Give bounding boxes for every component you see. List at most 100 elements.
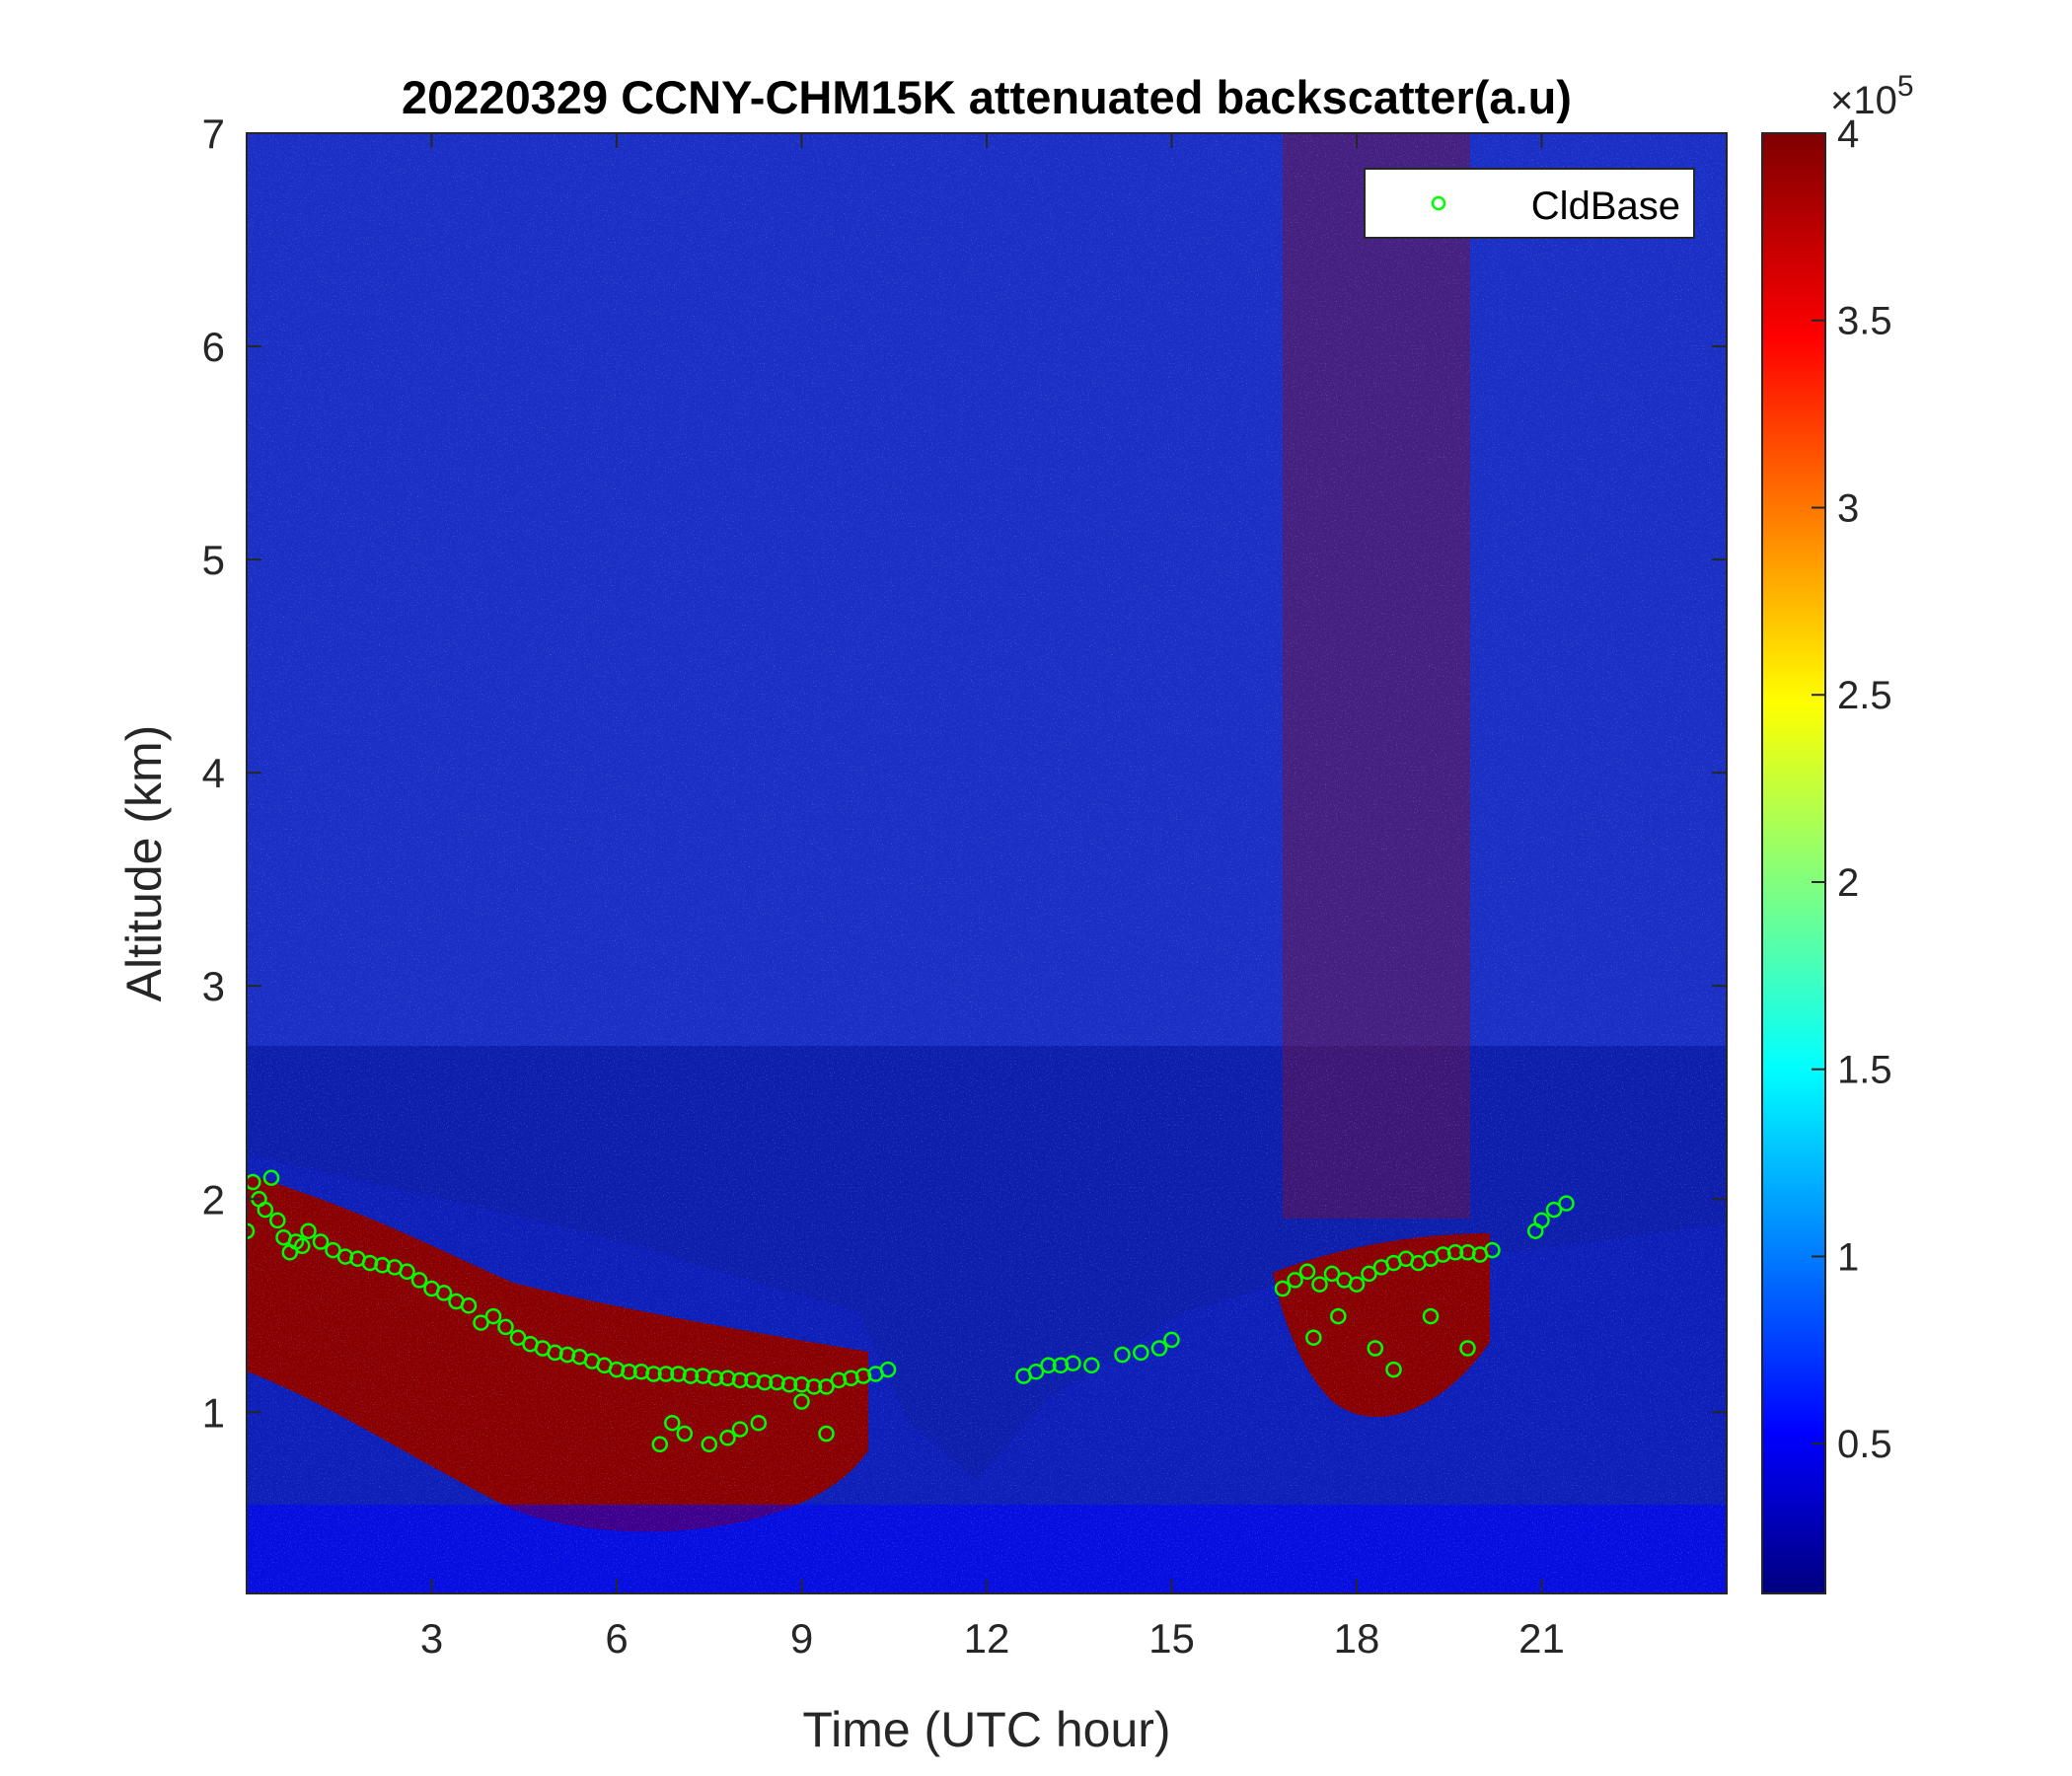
cldbase-point — [300, 1222, 317, 1239]
cldbase-point — [1422, 1307, 1440, 1325]
x-tick-label: 15 — [1148, 1615, 1195, 1662]
cldbase-point — [1484, 1241, 1501, 1259]
legend-entry-cldbase: CldBase — [1531, 185, 1680, 228]
cldbase-point — [1065, 1355, 1081, 1371]
cldbase-point — [294, 1237, 311, 1255]
x-tick-label: 6 — [605, 1615, 628, 1662]
cldbase-point — [484, 1307, 502, 1325]
cldbase-point — [1133, 1344, 1149, 1362]
colorbar-tick-label: 2.5 — [1837, 674, 1892, 717]
colorbar-exponent: ×105 — [1830, 70, 1914, 122]
colorbar-tick-label: 1.5 — [1837, 1049, 1892, 1092]
cldbase-point — [1287, 1272, 1303, 1289]
y-axis-label: Altitude (km) — [116, 725, 172, 1002]
cldbase-point — [262, 1169, 280, 1186]
colorbar-ticks: 0.5 1 1.5 2 2.5 3 3.5 4 — [1812, 112, 1892, 1466]
cldbase-point — [1385, 1361, 1402, 1378]
x-axis-label: Time (UTC hour) — [802, 1702, 1170, 1757]
y-tick-label: 4 — [202, 750, 225, 796]
x-tick-label: 18 — [1334, 1615, 1380, 1662]
cldbase-point — [1311, 1276, 1328, 1293]
cldbase-point — [645, 1366, 662, 1382]
cldbase-point — [473, 1314, 489, 1331]
cldbase-point — [257, 1201, 274, 1219]
cldbase-point — [269, 1212, 286, 1229]
cldbase-point — [247, 1222, 256, 1239]
y-tick-label: 6 — [202, 324, 225, 370]
y-tick-label: 2 — [202, 1176, 225, 1222]
x-tick-label: 9 — [790, 1615, 813, 1662]
cldbase-point — [1305, 1329, 1322, 1346]
cldbase-point — [410, 1272, 428, 1289]
cldbase-point — [1323, 1265, 1341, 1283]
legend[interactable]: CldBase — [1364, 168, 1695, 239]
cldbase-point — [756, 1373, 774, 1391]
cldbase-point — [1274, 1280, 1292, 1297]
cldbase-point — [1298, 1263, 1316, 1281]
cldbase-point — [399, 1263, 415, 1281]
cldbase-point — [706, 1369, 724, 1387]
y-tick-label: 7 — [202, 111, 225, 157]
y-tick-label: 1 — [202, 1389, 225, 1436]
cldbase-point — [750, 1414, 768, 1432]
cldbase-point — [1150, 1340, 1168, 1357]
x-tick-label: 21 — [1518, 1615, 1565, 1662]
cldbase-point — [247, 1173, 261, 1191]
colorbar-tick-label: 1 — [1837, 1235, 1859, 1279]
cldbase-point — [1533, 1212, 1550, 1229]
cldbase-point — [1545, 1201, 1563, 1219]
cldbase-point — [682, 1368, 700, 1384]
cldbase-point — [509, 1329, 527, 1346]
cldbase-point — [1558, 1195, 1575, 1212]
cldbase-point — [1330, 1307, 1347, 1325]
colorbar-tick-label: 2 — [1837, 861, 1859, 905]
cldbase-point — [780, 1376, 798, 1393]
colorbar-tick-label: 4 — [1837, 112, 1859, 156]
cldbase-point — [719, 1430, 736, 1446]
cldbase-point — [1040, 1357, 1057, 1374]
cldbase-point — [1163, 1331, 1180, 1349]
chart-title: 20220329 CCNY-CHM15K attenuated backscat… — [402, 71, 1572, 123]
y-tick-label: 3 — [202, 963, 225, 1009]
cldbase-point — [805, 1378, 823, 1395]
cldbase-point — [1348, 1276, 1366, 1293]
cldbase-point — [1459, 1340, 1476, 1357]
cldbase-point — [818, 1425, 835, 1443]
x-tick-label: 12 — [964, 1615, 1010, 1662]
cldbase-point — [879, 1361, 897, 1378]
cldbase-point — [1027, 1364, 1045, 1380]
heatmap-noise — [247, 133, 1727, 1593]
x-tick-label: 3 — [420, 1615, 443, 1662]
heatmap-area — [247, 133, 1727, 1593]
cldbase-point — [435, 1285, 453, 1301]
colorbar-gradient — [1761, 132, 1826, 1594]
cldbase-point — [497, 1318, 514, 1336]
cldbase-point — [676, 1425, 694, 1443]
cldbase-point — [1361, 1265, 1377, 1283]
cldbase-point — [1114, 1346, 1131, 1364]
legend-box — [1364, 168, 1695, 239]
cldbase-point — [621, 1364, 637, 1380]
cldbase-point — [1367, 1340, 1384, 1357]
colorbar-tick-label: 3 — [1837, 486, 1859, 530]
cldbase-point — [701, 1436, 718, 1453]
cldbase-point — [793, 1393, 810, 1410]
cldbase-point — [731, 1421, 749, 1438]
colorbar: 0.5 1 1.5 2 2.5 3 3.5 4 ×105 — [1761, 70, 1914, 1594]
cldbase-scatter — [247, 1169, 1575, 1453]
cldbase-point — [1083, 1357, 1100, 1374]
cldbase-point — [664, 1414, 681, 1432]
cldbase-point — [657, 1366, 675, 1382]
cldbase-point — [312, 1233, 330, 1250]
cldbase-point — [651, 1436, 669, 1453]
y-tick-label: 5 — [202, 537, 225, 583]
legend-marker-icon — [1431, 195, 1446, 211]
colorbar-tick-label: 0.5 — [1837, 1423, 1892, 1466]
cldbase-point — [1446, 1244, 1464, 1261]
cldbase-point — [325, 1241, 341, 1259]
cldbase-point — [818, 1378, 835, 1395]
cldbase-point — [731, 1371, 749, 1389]
colorbar-tick-label: 3.5 — [1837, 300, 1892, 343]
